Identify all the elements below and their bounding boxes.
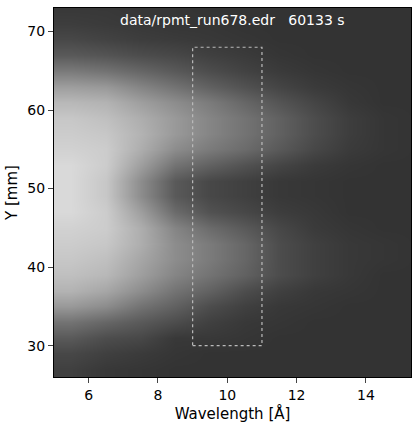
svg-text:40: 40 xyxy=(27,259,45,275)
svg-text:Y [mm]: Y [mm] xyxy=(3,165,21,221)
svg-text:10: 10 xyxy=(218,387,236,403)
svg-text:12: 12 xyxy=(288,387,306,403)
svg-text:6: 6 xyxy=(84,387,93,403)
svg-text:8: 8 xyxy=(154,387,163,403)
svg-text:50: 50 xyxy=(27,180,45,196)
svg-text:Wavelength [Å]: Wavelength [Å] xyxy=(175,404,291,423)
svg-text:60: 60 xyxy=(27,102,45,118)
svg-text:70: 70 xyxy=(27,23,45,39)
svg-text:data/rpmt_run678.edr 60133 s: data/rpmt_run678.edr 60133 s xyxy=(120,12,345,28)
svg-text:14: 14 xyxy=(357,387,375,403)
svg-text:30: 30 xyxy=(27,338,45,354)
